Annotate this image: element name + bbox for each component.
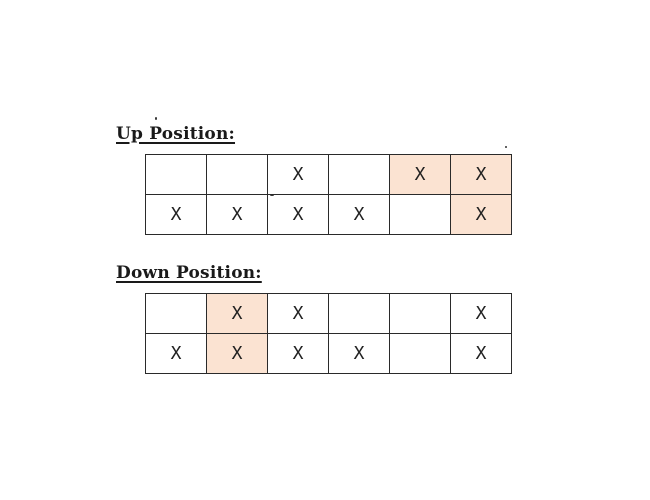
up-position-grid: X X X X X X X X [145,154,512,235]
up-cell-r2-c4: X [328,194,390,235]
down-cell-r1-c2: X [206,293,268,334]
up-cell-r2-c2: X [206,194,268,235]
up-cell-r2-c6: X [450,194,512,235]
up-cell-r2-c3: X [267,194,329,235]
down-cell-r1-c3: X [267,293,329,334]
down-cell-r1-c6: X [450,293,512,334]
up-cell-r1-c2 [206,154,268,195]
down-cell-r1-c5 [389,293,451,334]
up-position-heading: Up Position: [116,124,236,144]
down-cell-r1-c4 [328,293,390,334]
stray-mark [270,195,274,196]
up-cell-r1-c4 [328,154,390,195]
down-cell-r2-c4: X [328,333,390,374]
stray-mark [155,117,157,120]
up-grid-row-1: X X X [145,154,512,195]
down-position-grid: X X X X X X X X [145,293,512,374]
down-cell-r1-c1 [145,293,207,334]
up-cell-r2-c1: X [145,194,207,235]
up-cell-r1-c3: X [267,154,329,195]
up-cell-r1-c5: X [389,154,451,195]
down-cell-r2-c3: X [267,333,329,374]
up-cell-r1-c6: X [450,154,512,195]
down-position-heading: Down Position: [116,263,262,283]
down-cell-r2-c5 [389,333,451,374]
up-cell-r1-c1 [145,154,207,195]
down-cell-r2-c1: X [145,333,207,374]
down-grid-row-1: X X X [145,293,512,334]
down-cell-r2-c6: X [450,333,512,374]
stray-mark [505,146,507,148]
up-grid-row-2: X X X X X [145,194,512,235]
down-grid-row-2: X X X X X [145,333,512,374]
down-cell-r2-c2: X [206,333,268,374]
up-cell-r2-c5 [389,194,451,235]
